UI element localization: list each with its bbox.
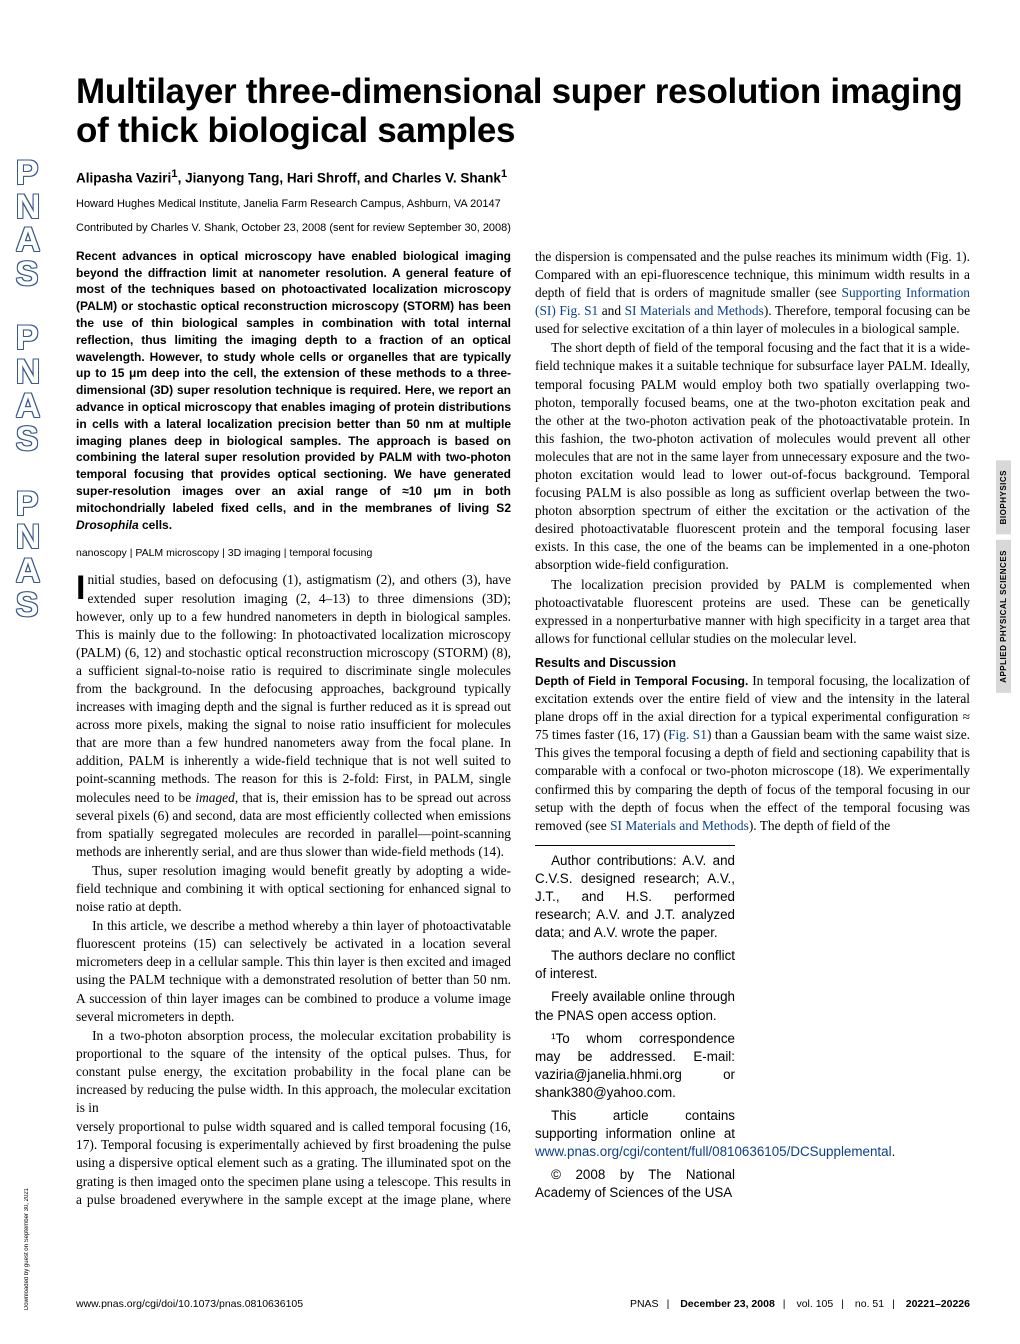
intro-p2: Thus, super resolution imaging would ben… (76, 862, 511, 916)
intro-p4: In a two-photon absorption process, the … (76, 1027, 511, 1117)
fn-open-access: Freely available online through the PNAS… (535, 988, 735, 1024)
results-heading: Results and Discussion (535, 656, 970, 670)
footer-doi: www.pnas.org/cgi/doi/10.1073/pnas.081063… (76, 1298, 303, 1310)
tab-biophysics: BIOPHYSICS (996, 460, 1011, 534)
intro-p3: In this article, we describe a method wh… (76, 917, 511, 1026)
fn-author-contrib: Author contributions: A.V. and C.V.S. de… (535, 852, 735, 942)
fn-copyright: © 2008 by The National Academy of Scienc… (535, 1166, 735, 1202)
intro-p1: Initial studies, based on defocusing (1)… (76, 571, 511, 861)
article-page: Multilayer three-dimensional super resol… (72, 72, 974, 1209)
dof-runin: Depth of Field in Temporal Focusing. (535, 674, 748, 688)
col2-p7: The localization precision provided by P… (535, 576, 970, 648)
abstract: Recent advances in optical microscopy ha… (76, 248, 511, 534)
authors-line: Alipasha Vaziri1, Jianyong Tang, Hari Sh… (76, 168, 970, 186)
fn-supporting: This article contains supporting informa… (535, 1107, 735, 1161)
pnas-journal-strip: PNAS PNAS PNAS (14, 155, 42, 1245)
affiliation: Howard Hughes Medical Institute, Janelia… (76, 198, 970, 210)
link-fig-s1[interactable]: Fig. S1 (668, 727, 707, 742)
download-note: Downloaded by guest on September 30, 202… (24, 1188, 30, 1310)
article-title: Multilayer three-dimensional super resol… (76, 72, 970, 150)
fn-conflict: The authors declare no conflict of inter… (535, 947, 735, 983)
dof-paragraph: Depth of Field in Temporal Focusing. In … (535, 672, 970, 835)
keywords: nanoscopy | PALM microscopy | 3D imaging… (76, 547, 511, 559)
page-footer: www.pnas.org/cgi/doi/10.1073/pnas.081063… (76, 1298, 970, 1310)
link-supplemental[interactable]: www.pnas.org/cgi/content/full/0810636105… (535, 1144, 892, 1159)
footer-citation: PNAS| December 23, 2008| vol. 105| no. 5… (630, 1298, 970, 1310)
tab-applied-physical: APPLIED PHYSICAL SCIENCES (996, 540, 1011, 693)
link-si-materials-2[interactable]: SI Materials and Methods (610, 818, 749, 833)
col2-p6: The short depth of field of the temporal… (535, 339, 970, 574)
section-tabs: BIOPHYSICS APPLIED PHYSICAL SCIENCES (996, 460, 1020, 699)
link-si-materials[interactable]: SI Materials and Methods (625, 303, 764, 318)
contributed-line: Contributed by Charles V. Shank, October… (76, 222, 970, 234)
footnotes-block: Author contributions: A.V. and C.V.S. de… (535, 845, 735, 1203)
fn-correspondence: ¹To whom correspondence may be addressed… (535, 1030, 735, 1102)
